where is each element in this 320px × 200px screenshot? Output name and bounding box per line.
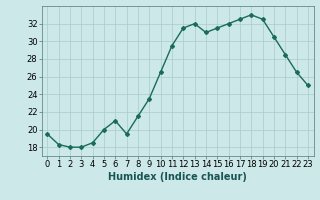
X-axis label: Humidex (Indice chaleur): Humidex (Indice chaleur) — [108, 172, 247, 182]
